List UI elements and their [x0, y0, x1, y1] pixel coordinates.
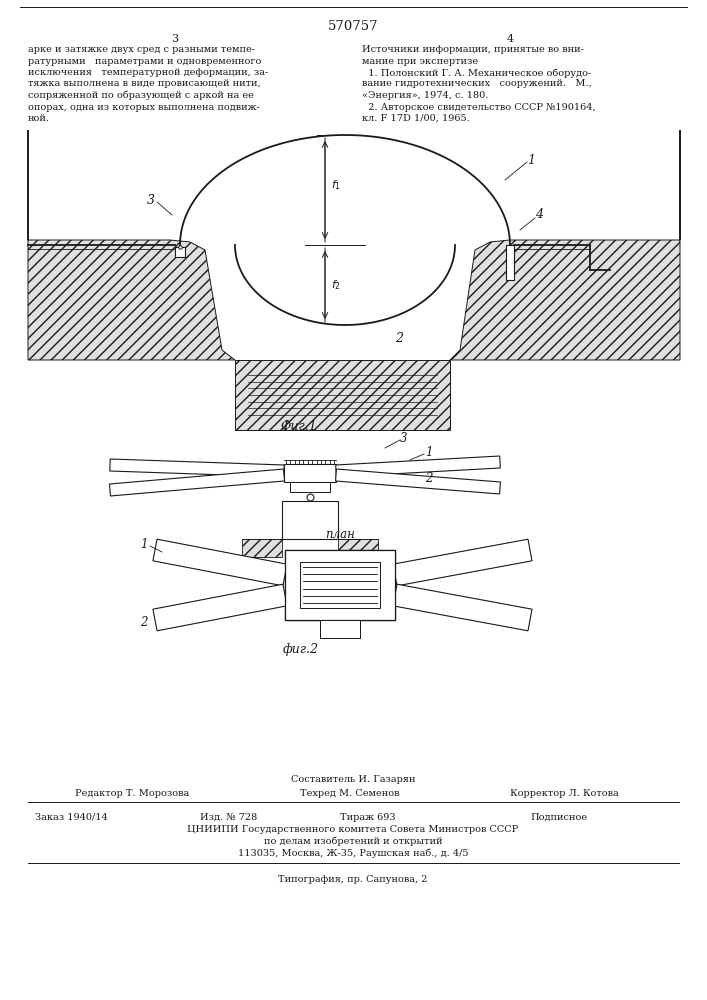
Text: 1: 1 — [425, 446, 433, 458]
Polygon shape — [153, 539, 287, 586]
Text: Типография, пр. Сапунова, 2: Типография, пр. Сапунова, 2 — [279, 875, 428, 884]
Text: мание при экспертизе: мание при экспертизе — [362, 56, 478, 66]
Text: Составитель И. Газарян: Составитель И. Газарян — [291, 775, 415, 784]
Polygon shape — [336, 469, 501, 494]
Text: Редактор Т. Морозова: Редактор Т. Морозова — [75, 789, 189, 798]
Text: 3: 3 — [171, 34, 179, 44]
Text: Заказ 1940/14: Заказ 1940/14 — [35, 813, 107, 822]
Text: Подписное: Подписное — [530, 813, 587, 822]
Text: Изд. № 728: Изд. № 728 — [200, 813, 257, 822]
Text: 113035, Москва, Ж-35, Раушская наб., д. 4/5: 113035, Москва, Ж-35, Раушская наб., д. … — [238, 849, 468, 858]
Text: 3: 3 — [147, 194, 155, 207]
Text: 4: 4 — [506, 34, 513, 44]
Text: план: план — [325, 528, 355, 542]
Bar — [320, 620, 360, 638]
Polygon shape — [110, 459, 284, 477]
Text: 3: 3 — [400, 432, 407, 444]
Text: 570757: 570757 — [327, 20, 378, 33]
Text: «Энергия», 1974, с. 180.: «Энергия», 1974, с. 180. — [362, 91, 489, 100]
Polygon shape — [153, 584, 287, 631]
Text: 2: 2 — [425, 472, 433, 485]
Text: 4: 4 — [535, 208, 543, 221]
Text: арке и затяжке двух сред с разными темпе-: арке и затяжке двух сред с разными темпе… — [28, 45, 255, 54]
Text: 2. Авторское свидетельство СССР №190164,: 2. Авторское свидетельство СССР №190164, — [362, 103, 595, 111]
Bar — [284, 464, 336, 482]
Text: исключения   температурной деформации, за-: исключения температурной деформации, за- — [28, 68, 268, 77]
Text: кл. F 17D 1/00, 1965.: кл. F 17D 1/00, 1965. — [362, 114, 469, 123]
Text: опорах, одна из которых выполнена подвиж-: опорах, одна из которых выполнена подвиж… — [28, 103, 259, 111]
Polygon shape — [28, 130, 235, 360]
Text: ратурными   параметрами и одновременного: ратурными параметрами и одновременного — [28, 56, 262, 66]
Text: сопряженной по образующей с аркой на ее: сопряженной по образующей с аркой на ее — [28, 91, 254, 101]
Polygon shape — [393, 584, 532, 631]
Text: Фиг.1: Фиг.1 — [280, 420, 317, 434]
Polygon shape — [336, 456, 501, 477]
Text: 2: 2 — [141, 615, 148, 629]
Text: $f_2$: $f_2$ — [331, 278, 341, 292]
Text: Корректор Л. Котова: Корректор Л. Котова — [510, 789, 619, 798]
Bar — [320, 620, 360, 638]
Bar — [285, 550, 395, 620]
Bar — [300, 562, 380, 608]
Text: Тираж 693: Тираж 693 — [340, 813, 396, 822]
Polygon shape — [235, 360, 450, 430]
Text: 1. Полонский Г. А. Механическое оборудо-: 1. Полонский Г. А. Механическое оборудо- — [362, 68, 591, 78]
Polygon shape — [242, 539, 282, 557]
Polygon shape — [393, 539, 532, 586]
Text: Источники информации, принятые во вни-: Источники информации, принятые во вни- — [362, 45, 584, 54]
Polygon shape — [450, 130, 680, 360]
Text: 1: 1 — [141, 538, 148, 550]
Polygon shape — [110, 469, 284, 496]
Text: ной.: ной. — [28, 114, 50, 123]
Text: ЦНИИПИ Государственного комитета Совета Министров СССР: ЦНИИПИ Государственного комитета Совета … — [187, 825, 519, 834]
Bar — [175, 247, 185, 257]
Text: фиг.2: фиг.2 — [283, 644, 319, 656]
Bar — [290, 482, 330, 492]
Bar — [300, 562, 380, 608]
Bar — [506, 245, 514, 280]
Text: 1: 1 — [527, 153, 535, 166]
Text: по делам изобретений и открытий: по делам изобретений и открытий — [264, 837, 443, 846]
Bar — [285, 550, 395, 620]
Text: тяжка выполнена в виде провисающей нити,: тяжка выполнена в виде провисающей нити, — [28, 80, 261, 89]
Polygon shape — [338, 539, 378, 557]
Text: $f_1$: $f_1$ — [331, 178, 341, 192]
Text: Техред М. Семенов: Техред М. Семенов — [300, 789, 399, 798]
Text: вание гидротехнических   сооружений.   М.,: вание гидротехнических сооружений. М., — [362, 80, 592, 89]
Bar — [282, 501, 338, 539]
Text: 2: 2 — [395, 332, 403, 346]
